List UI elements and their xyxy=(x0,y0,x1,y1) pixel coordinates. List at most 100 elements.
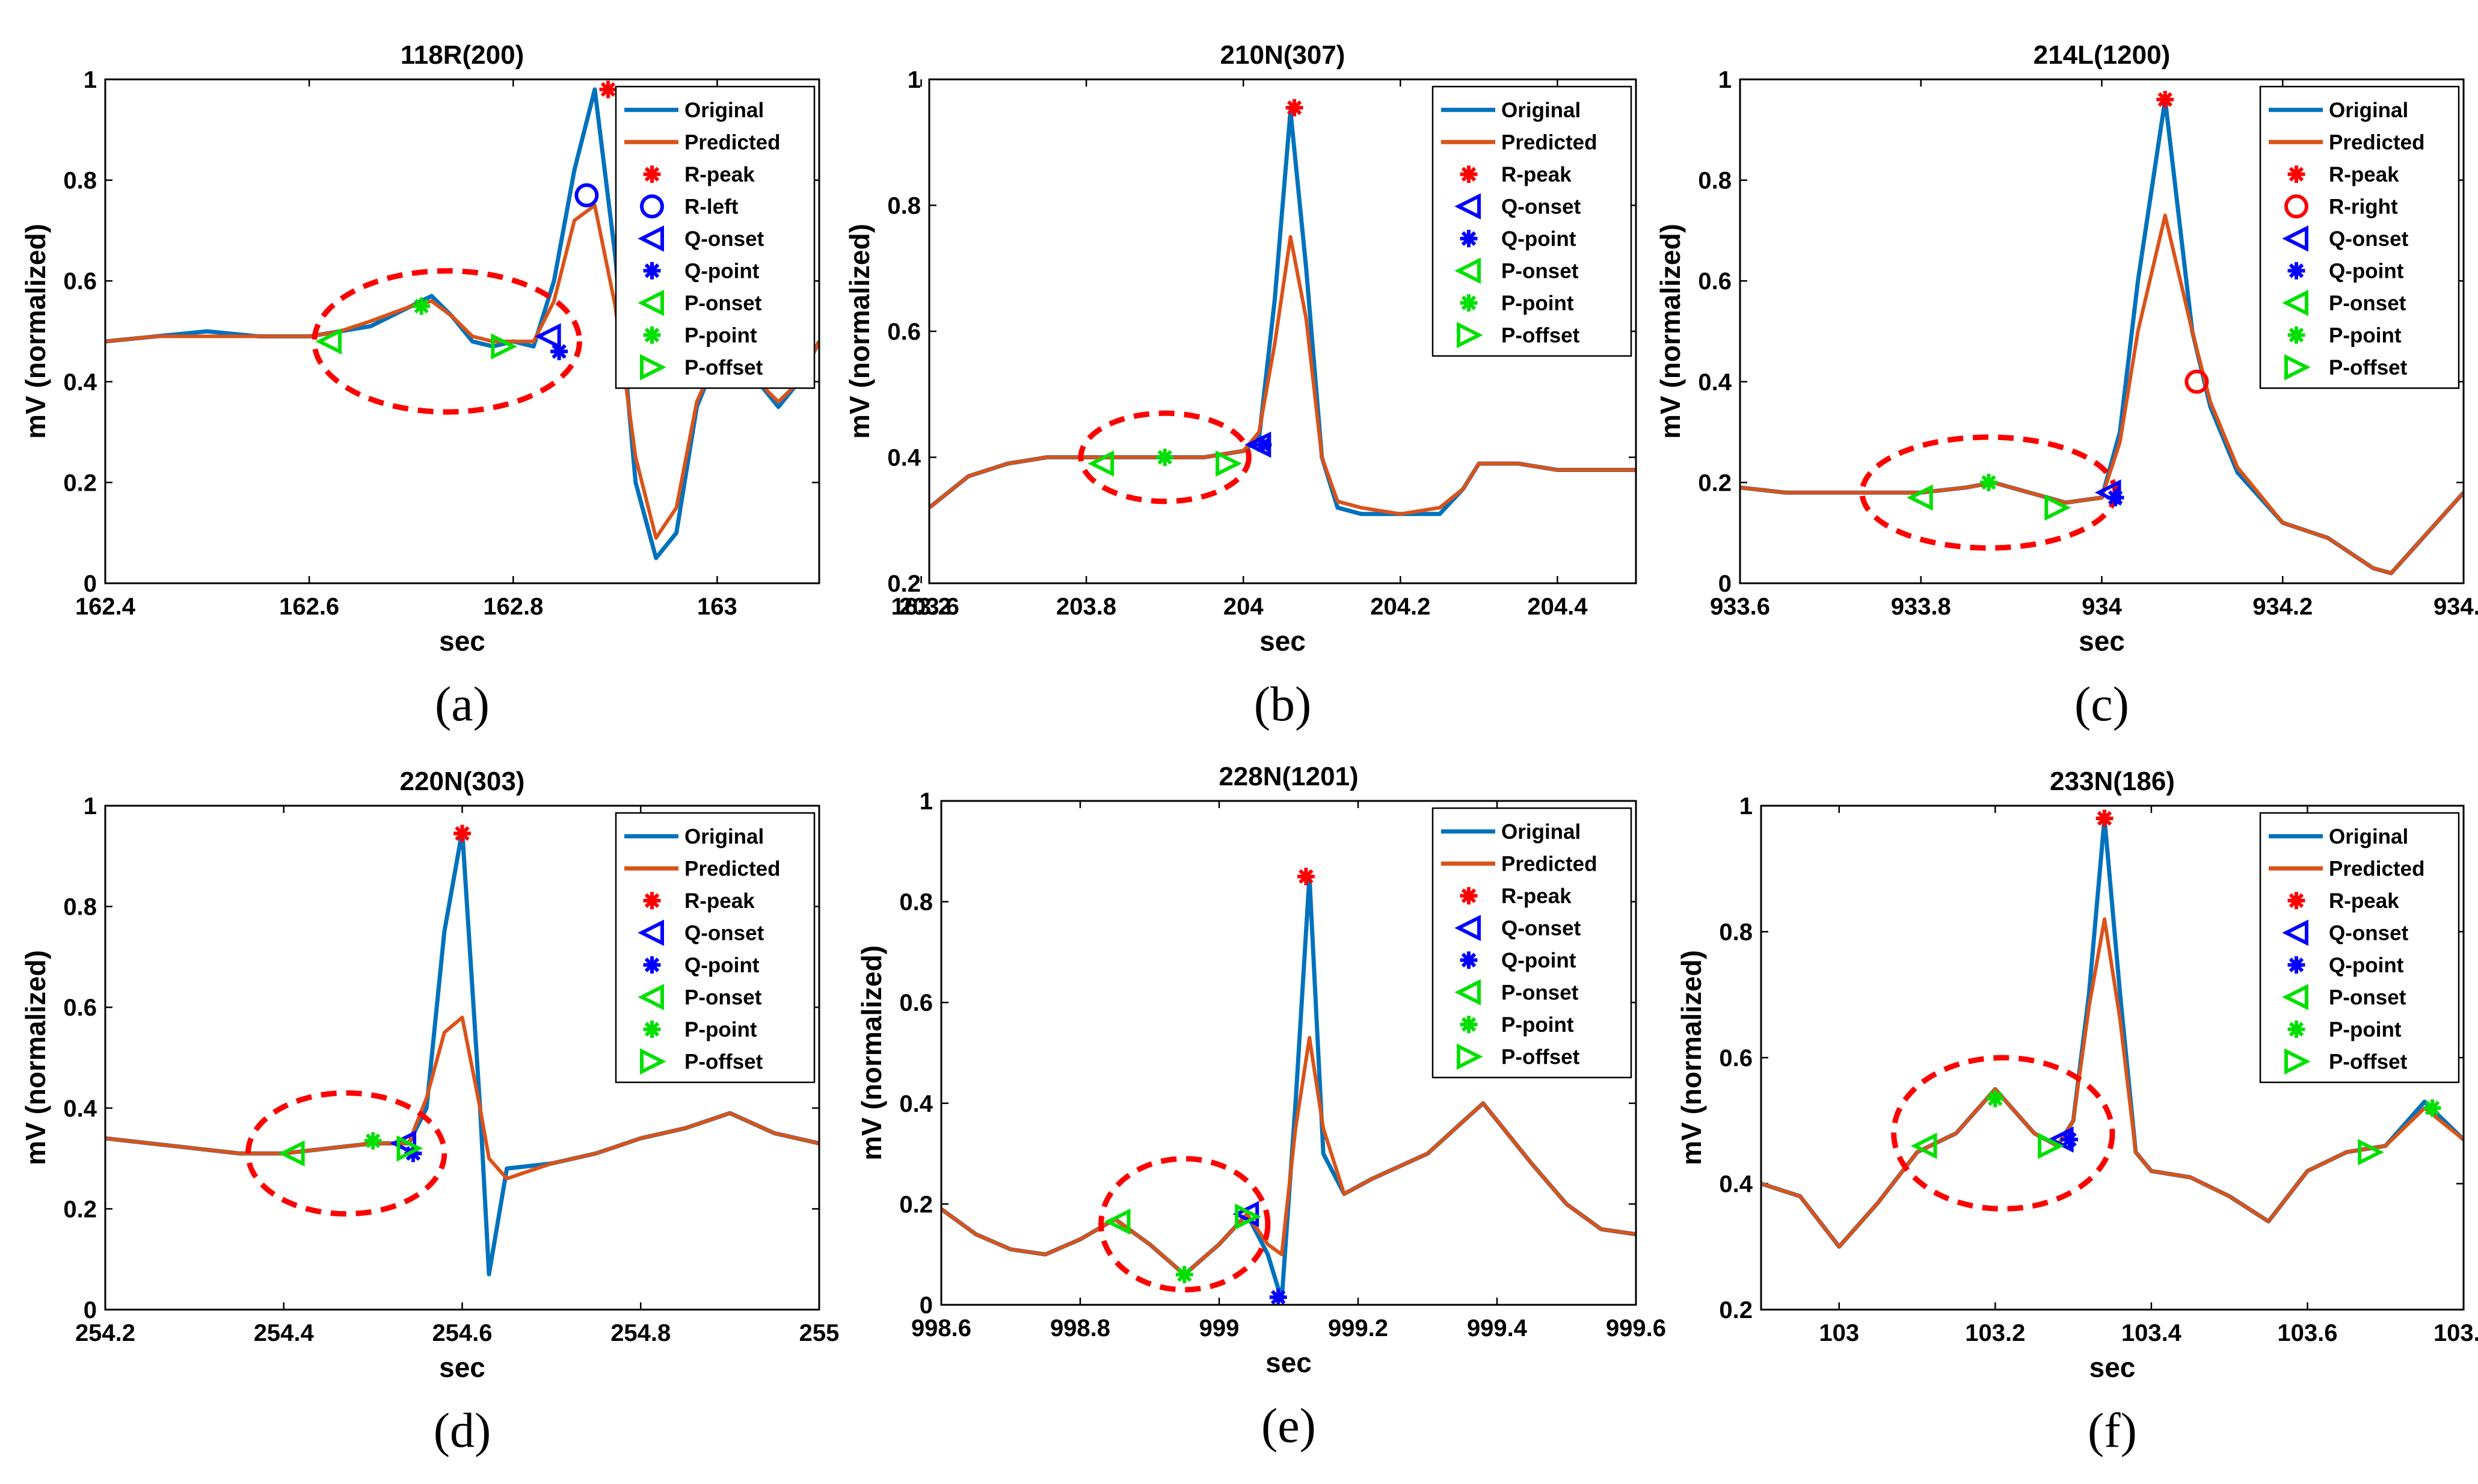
legend-item-r-peak: R-peak xyxy=(2287,163,2399,186)
p-offset-marker xyxy=(491,333,518,360)
panel-caption: (e) xyxy=(1261,1398,1316,1453)
x-axis-label: sec xyxy=(2089,1352,2136,1383)
legend-item-q-onset: Q-onset xyxy=(638,919,764,946)
y-tick-label: 0 xyxy=(1718,571,1732,597)
y-tick-label: 0 xyxy=(84,571,97,597)
p-offset-marker xyxy=(1216,450,1242,477)
x-tick-label: 254.2 xyxy=(75,1320,135,1346)
legend-swatch-p-offset xyxy=(640,354,666,381)
y-tick-label: 0.6 xyxy=(899,990,933,1016)
y-tick-label: 0.2 xyxy=(63,1196,97,1222)
y-tick-label: 0.6 xyxy=(887,319,921,345)
p-onset-marker xyxy=(1087,450,1114,477)
legend-label: Original xyxy=(2329,825,2408,848)
p-onset-marker xyxy=(1907,484,1933,511)
legend-swatch-q-onset xyxy=(2282,919,2308,946)
x-tick-label: 103.8 xyxy=(2433,1320,2478,1346)
panel-title: 214L(1200) xyxy=(2034,40,2170,70)
legend-label: Original xyxy=(684,99,764,122)
legend-item-r-peak: R-peak xyxy=(2287,889,2399,913)
axes-frame xyxy=(104,78,820,584)
q-point-marker xyxy=(2106,489,2124,506)
panel-caption: (f) xyxy=(2088,1403,2137,1458)
x-tick-label: 162.4 xyxy=(75,593,136,620)
y-tick-label: 0.2 xyxy=(63,470,97,496)
legend-label: Q-point xyxy=(1501,949,1576,972)
legend-item-q-onset: Q-onset xyxy=(2282,225,2409,252)
legend: Original Predicted R-peak Q-onset Q-point P-o… xyxy=(615,812,816,1084)
legend-swatch-p-point xyxy=(1460,294,1478,312)
x-tick-label: 998.6 xyxy=(911,1315,971,1341)
y-tick-label: 0 xyxy=(84,1297,97,1323)
legend-swatch-p-onset xyxy=(1454,979,1481,1006)
legend-label: Q-point xyxy=(1501,227,1576,251)
legend-item-original: Original xyxy=(1441,99,1581,122)
y-tick-label: 0.4 xyxy=(1719,1171,1753,1198)
legend-label: P-onset xyxy=(1501,981,1579,1004)
legend-swatch-p-point xyxy=(643,1020,661,1038)
panel-caption: (c) xyxy=(2074,676,2129,731)
legend-item-q-point: Q-point xyxy=(643,259,760,283)
legend-item-predicted: Predicted xyxy=(1441,130,1597,154)
axes-frame xyxy=(940,800,1637,1306)
legend-label: P-offset xyxy=(1501,1045,1580,1069)
legend-swatch-p-offset xyxy=(1457,1043,1483,1070)
panel-title: 210N(307) xyxy=(1220,40,1345,70)
x-tick-label: 203.6 xyxy=(899,593,959,620)
legend-item-p-point: P-point xyxy=(1460,1013,1574,1037)
legend-label: R-peak xyxy=(2329,163,2399,186)
legend-item-q-onset: Q-onset xyxy=(1454,193,1581,220)
legend-label: P-point xyxy=(1501,292,1574,315)
legend-label: Q-onset xyxy=(2329,921,2409,945)
legend-label: P-point xyxy=(684,1018,757,1041)
p-point-marker xyxy=(1156,449,1174,466)
legend-item-p-onset: P-onset xyxy=(638,289,762,316)
legend-swatch-p-point xyxy=(2287,326,2305,344)
legend-box xyxy=(1431,807,1632,1079)
legend-label: Q-onset xyxy=(2329,227,2409,251)
legend-label: P-onset xyxy=(2329,986,2406,1009)
legend-item-q-point: Q-point xyxy=(1460,949,1576,972)
axes-frame xyxy=(928,78,1637,584)
legend-label: R-left xyxy=(684,195,739,218)
panel-caption: (a) xyxy=(435,676,490,731)
plot-area xyxy=(941,868,1636,1305)
legend-label: R-peak xyxy=(2329,889,2399,913)
r-peak-marker xyxy=(453,824,471,842)
legend-swatch-p-offset xyxy=(2284,1048,2311,1075)
y-tick-label: 1 xyxy=(1718,67,1732,93)
legend-label: Original xyxy=(2329,99,2408,122)
y-axis-label: mV (normalized) xyxy=(20,224,51,439)
legend-item-original: Original xyxy=(2269,825,2408,848)
x-tick-label: 103.2 xyxy=(1965,1320,2025,1346)
x-tick-label: 254.8 xyxy=(610,1320,671,1346)
y-tick-label: 0.4 xyxy=(63,369,97,396)
legend-swatch-p-onset xyxy=(2282,984,2308,1011)
y-tick-label: 0.8 xyxy=(899,889,933,916)
y-tick-label: 1 xyxy=(84,67,97,93)
legend-box xyxy=(1431,85,1632,357)
legend-label: P-point xyxy=(2329,1018,2402,1041)
legend-swatch-p-offset xyxy=(1457,322,1483,349)
legend-item-predicted: Predicted xyxy=(1441,852,1597,875)
x-tick-label: 163.2 xyxy=(891,593,952,620)
y-tick-label: 0.2 xyxy=(899,1191,933,1218)
axes-frame xyxy=(1739,78,2465,584)
axes-frame xyxy=(104,805,820,1311)
legend-item-p-onset: P-onset xyxy=(1454,257,1579,284)
y-tick-label: 1 xyxy=(1739,793,1753,820)
legend-label: R-peak xyxy=(684,163,755,186)
p-offset-marker xyxy=(2358,1139,2384,1165)
legend-label: P-onset xyxy=(1501,259,1579,283)
legend-swatch-r-peak xyxy=(643,892,661,910)
series-predicted-line xyxy=(105,1016,819,1181)
r-peak-marker xyxy=(1285,99,1303,117)
legend-label: P-onset xyxy=(2329,292,2406,315)
y-tick-label: 0.4 xyxy=(63,1096,97,1122)
legend-swatch-q-point xyxy=(1460,230,1478,248)
legend-label: Predicted xyxy=(684,130,781,154)
legend-item-q-onset: Q-onset xyxy=(638,225,764,252)
legend-swatch-q-point xyxy=(643,262,661,280)
plot-area xyxy=(1740,91,2464,575)
legend-item-r-right: R-right xyxy=(2284,194,2398,219)
